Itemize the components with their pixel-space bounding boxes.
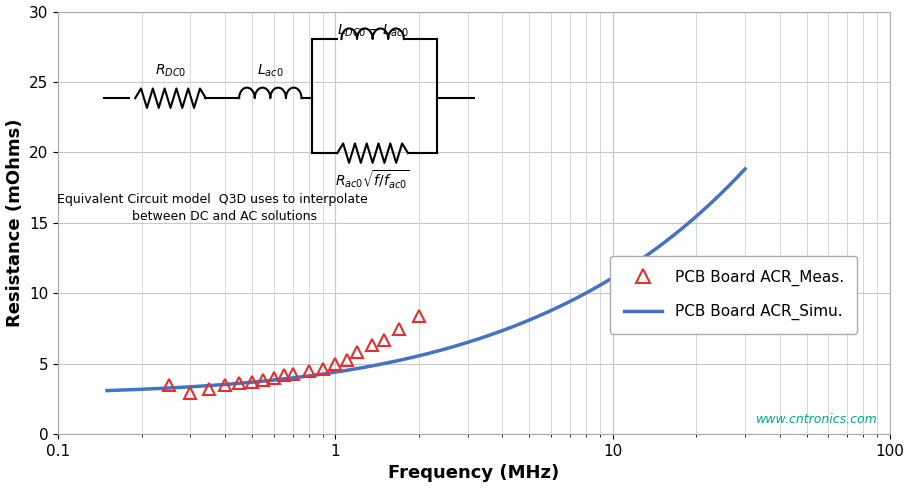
PCB Board ACR_Simu. (405, 355, 416, 361)
PCB Board ACR_Meas. (413, 313, 424, 319)
PCB Board ACR_Simu. (481, 333, 492, 339)
PCB Board ACR_Meas. (352, 349, 363, 355)
PCB Board ACR_Simu. (409, 354, 420, 360)
PCB Board ACR_Meas. (318, 366, 329, 372)
Text: $R_{ac0}\sqrt{f / f_{ac0}}$: $R_{ac0}\sqrt{f / f_{ac0}}$ (335, 168, 410, 191)
PCB Board ACR_Meas. (366, 343, 377, 348)
PCB Board ACR_Simu. (724, 182, 735, 188)
PCB Board ACR_Meas. (247, 379, 258, 385)
PCB Board ACR_Simu. (624, 264, 635, 270)
PCB Board ACR_Meas. (258, 377, 269, 383)
Y-axis label: Resistance (mOhms): Resistance (mOhms) (5, 119, 24, 327)
Text: www.cntronics.com: www.cntronics.com (756, 413, 877, 426)
Text: $L_{ac0}$: $L_{ac0}$ (257, 63, 284, 79)
PCB Board ACR_Meas. (268, 375, 279, 381)
X-axis label: Frequency (MHz): Frequency (MHz) (389, 465, 560, 483)
PCB Board ACR_Meas. (163, 382, 174, 388)
Line: PCB Board ACR_Simu.: PCB Board ACR_Simu. (107, 169, 745, 390)
PCB Board ACR_Simu. (740, 166, 751, 172)
PCB Board ACR_Meas. (219, 382, 230, 388)
PCB Board ACR_Meas. (234, 381, 245, 386)
PCB Board ACR_Meas. (287, 371, 298, 377)
Text: Equivalent Circuit model  Q3D uses to interpolate
      between DC and AC soluti: Equivalent Circuit model Q3D uses to int… (56, 193, 368, 224)
Text: $L_{DC0}-L_{ac0}$: $L_{DC0}-L_{ac0}$ (337, 22, 409, 39)
Line: PCB Board ACR_Meas.: PCB Board ACR_Meas. (162, 309, 425, 400)
PCB Board ACR_Meas. (303, 368, 314, 374)
PCB Board ACR_Meas. (394, 325, 405, 331)
PCB Board ACR_Meas. (185, 390, 196, 396)
Legend: PCB Board ACR_Meas., PCB Board ACR_Simu.: PCB Board ACR_Meas., PCB Board ACR_Simu. (611, 256, 857, 334)
PCB Board ACR_Simu. (447, 344, 458, 350)
Text: $R_{DC0}$: $R_{DC0}$ (155, 63, 187, 79)
PCB Board ACR_Meas. (341, 357, 352, 363)
PCB Board ACR_Meas. (278, 372, 289, 378)
PCB Board ACR_Meas. (204, 386, 215, 392)
PCB Board ACR_Simu. (102, 387, 113, 393)
PCB Board ACR_Meas. (330, 361, 341, 366)
PCB Board ACR_Meas. (379, 337, 389, 343)
